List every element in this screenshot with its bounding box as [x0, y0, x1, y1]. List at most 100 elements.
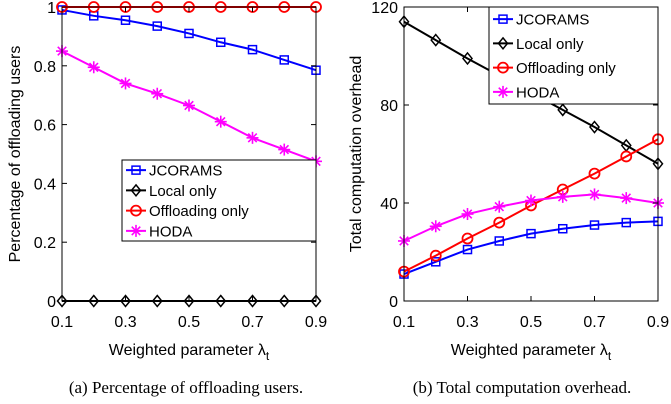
legend-swatch-marker: [131, 165, 141, 175]
data-point: [620, 192, 633, 205]
x-tick-label: 0.5: [520, 314, 542, 331]
chart-panel-1: 0.1 0.3 0.5 0.7 0.9 0 0.2 0.4 0.6 0.8 1 Weighted pa…: [7, 0, 327, 397]
legend-swatch-marker: [130, 224, 142, 237]
y-tick-label: 0.6: [34, 118, 56, 135]
legend-label: HODA: [516, 84, 559, 101]
y-tick-label: 0.8: [34, 59, 56, 76]
x-tick-label: 0.7: [583, 314, 605, 331]
data-point: [56, 294, 68, 308]
legend-swatch-marker: [497, 61, 509, 74]
y-tick-label: 0.2: [34, 235, 56, 252]
legend-label: HODA: [149, 223, 192, 240]
legend-label: Local only: [149, 183, 217, 200]
data-point: [462, 51, 473, 66]
data-point: [620, 150, 633, 163]
plot-area: [398, 15, 664, 279]
legend-label: Offloading only: [516, 60, 616, 77]
y-tick-label: 40: [380, 196, 398, 213]
y-tick-label: 80: [380, 98, 398, 115]
data-point: [588, 188, 601, 201]
legend-box: [488, 6, 659, 105]
data-point: [184, 28, 194, 39]
data-point: [430, 33, 442, 47]
series-line-jcorams: [403, 220, 659, 275]
data-point: [247, 294, 258, 308]
legend-item: Local only: [493, 36, 584, 53]
y-tick-label: 0: [389, 294, 398, 311]
x-tick-label: 0.1: [393, 314, 415, 331]
legend-item: Local only: [126, 183, 217, 200]
data-point: [525, 194, 537, 207]
legend-label: JCORAMS: [516, 12, 589, 29]
legend-label: JCORAMS: [149, 163, 222, 180]
legend-box: [121, 159, 317, 242]
legend-item: Offloading only: [493, 60, 616, 77]
legend-item: HODA: [126, 223, 192, 240]
data-point: [589, 220, 600, 230]
data-point: [151, 294, 163, 308]
y-axis-label: Total computation overhead: [348, 56, 365, 253]
x-tick-label: 0.1: [51, 314, 73, 331]
data-point: [461, 208, 474, 221]
legend-swatch-marker: [497, 85, 509, 98]
x-axis-label: Weighted parameter λt: [451, 342, 612, 363]
series-line-jcorams: [61, 8, 317, 72]
legend: JCORAMS Local only Offloading only HODA: [488, 6, 659, 105]
data-point: [246, 131, 259, 144]
data-point: [88, 294, 100, 308]
data-point: [589, 120, 600, 134]
legend-swatch-marker: [498, 14, 508, 24]
data-point: [621, 217, 631, 228]
data-point: [120, 294, 131, 308]
x-tick-label: 0.3: [114, 314, 136, 331]
data-point: [183, 99, 195, 112]
axes-box: [61, 6, 317, 302]
data-point: [119, 77, 132, 90]
data-point: [588, 167, 601, 180]
data-point: [247, 44, 258, 55]
data-point: [278, 143, 291, 156]
data-point: [461, 232, 474, 245]
plot-area: [56, 1, 322, 308]
data-point: [429, 220, 442, 233]
x-tick-label: 0.7: [241, 314, 263, 331]
figure-caption: (b) Total computation overhead.: [413, 378, 632, 397]
data-point: [87, 61, 100, 74]
data-point: [214, 115, 227, 128]
data-point: [183, 294, 195, 308]
data-point: [215, 294, 227, 308]
data-point: [462, 244, 473, 255]
y-tick-label: 1: [47, 0, 56, 17]
legend: JCORAMS Local only Offloading only HODA: [121, 159, 317, 242]
legend-swatch-marker: [130, 183, 142, 198]
x-tick-label: 0.9: [305, 314, 327, 331]
legend-swatch-marker: [130, 204, 142, 217]
data-point: [494, 236, 504, 246]
data-point: [120, 15, 131, 25]
data-point: [151, 87, 164, 100]
legend-item: JCORAMS: [126, 163, 222, 180]
data-point: [556, 190, 569, 203]
data-point: [526, 228, 536, 239]
data-point: [152, 21, 162, 31]
figure-caption: (a) Percentage of offloading users.: [69, 378, 303, 397]
x-tick-label: 0.3: [456, 314, 478, 331]
y-tick-label: 120: [371, 0, 398, 17]
chart-panel-2: 0.1 0.3 0.5 0.7 0.9 0 40 80 120 Weighted paramete…: [348, 0, 669, 397]
data-point: [431, 257, 441, 267]
x-tick-label: 0.9: [647, 314, 669, 331]
legend-item: JCORAMS: [493, 12, 589, 29]
y-axis-label: Percentage of offloading users: [7, 46, 24, 263]
x-axis-label: Weighted parameter λt: [109, 342, 270, 363]
legend-item: HODA: [493, 84, 559, 101]
data-point: [493, 216, 506, 229]
x-tick-label: 0.5: [178, 314, 200, 331]
data-point: [278, 294, 290, 308]
data-point: [429, 249, 442, 262]
legend-item: Offloading only: [126, 203, 249, 220]
data-point: [279, 55, 289, 65]
legend-label: Offloading only: [149, 203, 249, 220]
data-point: [493, 200, 506, 213]
y-tick-label: 0: [47, 294, 56, 311]
